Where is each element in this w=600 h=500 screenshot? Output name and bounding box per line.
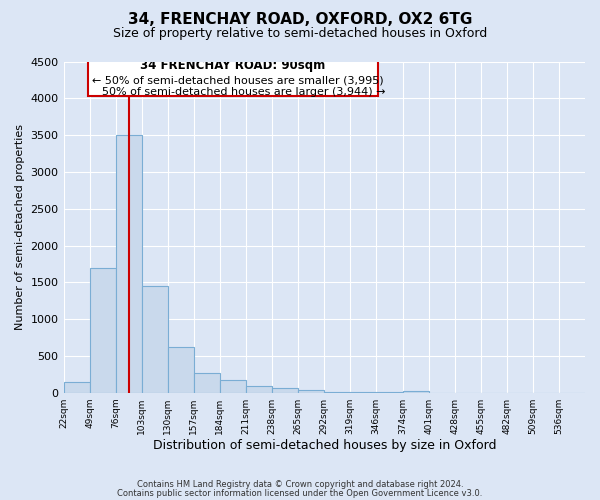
Bar — [167, 347, 194, 393]
Bar — [246, 386, 272, 392]
Text: Size of property relative to semi-detached houses in Oxford: Size of property relative to semi-detach… — [113, 28, 487, 40]
Text: 50% of semi-detached houses are larger (3,944) →: 50% of semi-detached houses are larger (… — [102, 88, 386, 98]
Bar — [272, 388, 298, 392]
Bar — [89, 268, 116, 392]
Text: 34 FRENCHAY ROAD: 90sqm: 34 FRENCHAY ROAD: 90sqm — [140, 60, 325, 72]
Bar — [88, 52, 378, 96]
Bar — [403, 390, 429, 392]
Text: ← 50% of semi-detached houses are smaller (3,995): ← 50% of semi-detached houses are smalle… — [92, 76, 384, 86]
Bar — [116, 135, 142, 392]
X-axis label: Distribution of semi-detached houses by size in Oxford: Distribution of semi-detached houses by … — [152, 440, 496, 452]
Bar — [142, 286, 167, 393]
Bar — [220, 380, 246, 392]
Text: 34, FRENCHAY ROAD, OXFORD, OX2 6TG: 34, FRENCHAY ROAD, OXFORD, OX2 6TG — [128, 12, 472, 28]
Text: Contains HM Land Registry data © Crown copyright and database right 2024.: Contains HM Land Registry data © Crown c… — [137, 480, 463, 489]
Bar — [194, 373, 220, 392]
Y-axis label: Number of semi-detached properties: Number of semi-detached properties — [15, 124, 25, 330]
Text: Contains public sector information licensed under the Open Government Licence v3: Contains public sector information licen… — [118, 488, 482, 498]
Bar — [64, 382, 89, 392]
Bar — [298, 390, 324, 392]
